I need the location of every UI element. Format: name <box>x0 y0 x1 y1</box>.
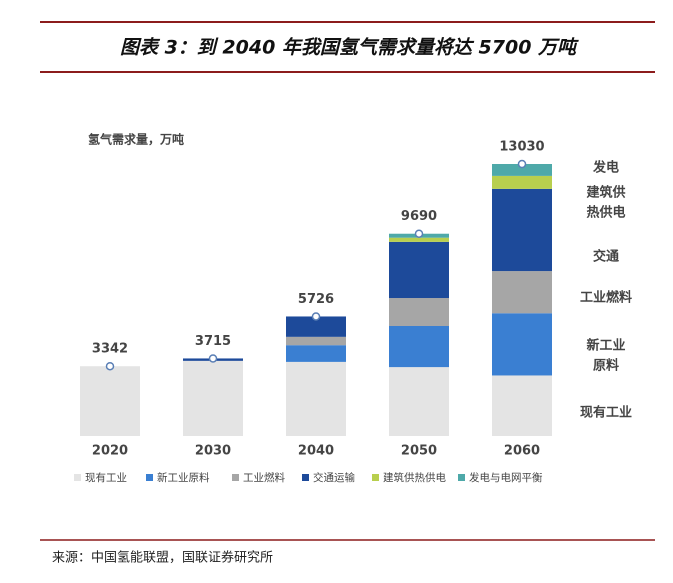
series-annotation: 交通 <box>593 249 619 265</box>
bar-segment <box>492 375 552 436</box>
y-axis-label: 氢气需求量，万吨 <box>88 132 184 147</box>
legend-swatch <box>458 474 465 481</box>
bar-segment <box>286 345 346 362</box>
bar-segment <box>389 325 449 368</box>
legend-label: 新工业原料 <box>157 471 210 484</box>
bar-segment <box>389 298 449 326</box>
bar-segment <box>492 164 552 176</box>
x-tick-label: 2060 <box>504 444 540 459</box>
figure-title: 图表 3：到 2040 年我国氢气需求量将达 5700 万吨 <box>120 37 579 59</box>
bar-segment <box>286 316 346 337</box>
bar-segment <box>183 360 243 436</box>
total-label: 3342 <box>92 342 128 357</box>
series-annotation: 原料 <box>593 358 619 374</box>
total-label: 9690 <box>401 209 437 224</box>
bar-segment <box>492 313 552 376</box>
series-annotation: 热供电 <box>586 205 625 221</box>
legend-swatch <box>372 474 379 481</box>
bar-segment <box>286 336 346 346</box>
x-tick-label: 2050 <box>401 444 437 459</box>
bar-segment <box>286 361 346 436</box>
bar-segment <box>492 175 552 189</box>
bar-segment <box>389 367 449 436</box>
series-annotation: 新工业 <box>586 338 625 354</box>
total-marker <box>517 159 527 169</box>
series-annotation: 现有工业 <box>580 405 632 421</box>
source: 来源：中国氢能联盟，国联证券研究所 <box>52 550 273 566</box>
series-annotation: 建筑供 <box>586 185 625 201</box>
series-annotation: 发电 <box>592 160 619 176</box>
legend-swatch <box>74 474 81 481</box>
total-label: 13030 <box>499 140 544 155</box>
x-tick-label: 2020 <box>92 444 128 459</box>
x-tick-label: 2030 <box>195 444 231 459</box>
legend-label: 建筑供热供电 <box>383 471 446 484</box>
legend-label: 发电与电网平衡 <box>469 471 543 484</box>
bar-segment <box>389 237 449 242</box>
legend-swatch <box>232 474 239 481</box>
x-tick-label: 2040 <box>298 444 334 459</box>
total-marker <box>208 354 218 363</box>
legend-label: 现有工业 <box>85 471 127 484</box>
total-label: 3715 <box>195 334 231 349</box>
bar-segment <box>492 271 552 314</box>
bar-segment <box>389 241 449 299</box>
total-marker <box>414 229 424 238</box>
total-marker <box>105 361 115 371</box>
series-annotation: 工业燃料 <box>580 290 632 306</box>
bar-segment <box>80 366 140 436</box>
legend-label: 交通运输 <box>313 471 355 484</box>
legend-swatch <box>302 474 309 481</box>
total-marker <box>311 312 321 321</box>
legend-swatch <box>146 474 153 481</box>
total-label: 5726 <box>298 292 334 307</box>
legend-label: 工业燃料 <box>243 471 285 484</box>
bar-segment <box>492 188 552 272</box>
